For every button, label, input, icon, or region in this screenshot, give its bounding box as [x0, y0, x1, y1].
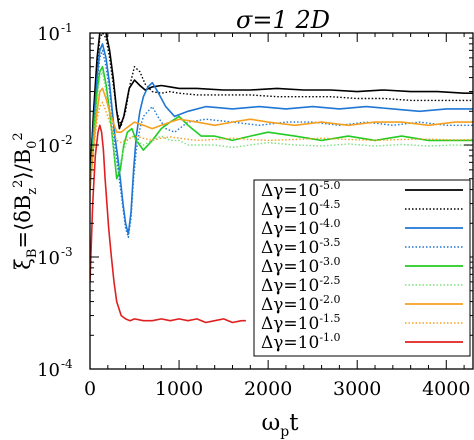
- legend-label-8: Δγ=10-1.5: [261, 312, 341, 334]
- y-tick-exponent: -4: [61, 357, 73, 371]
- series-layer: [90, 33, 473, 324]
- series-line-8: [90, 101, 473, 190]
- legend: Δγ=10-5.0Δγ=10-4.5Δγ=10-4.0Δγ=10-3.5Δγ=1…: [253, 179, 471, 357]
- series-line-7: [90, 87, 473, 190]
- y-tick-label: 10: [37, 360, 60, 381]
- x-tick-label: 1000: [155, 378, 203, 400]
- y-tick-exponent: -3: [61, 245, 73, 259]
- series-line-3: [90, 43, 473, 235]
- x-axis-label: ωpt: [262, 410, 300, 440]
- chart-title: σ=1 2D: [236, 6, 330, 34]
- x-tick-label: 3000: [333, 378, 381, 400]
- series-line-5: [90, 65, 473, 190]
- series-line-1: [90, 33, 473, 179]
- y-tick-label: 10: [37, 24, 60, 45]
- y-tick-label: 10: [37, 136, 60, 157]
- y-tick-exponent: -1: [61, 21, 73, 35]
- legend-label-5: Δγ=10-3.0: [261, 255, 341, 277]
- y-axis-label: ξB=⟨δBz2⟩/B02: [11, 132, 40, 269]
- series-line-4: [90, 49, 473, 239]
- series-line-2: [90, 33, 473, 179]
- series-line-9: [90, 124, 246, 324]
- plot-frame: [89, 32, 474, 370]
- legend-label-6: Δγ=10-2.5: [261, 274, 341, 296]
- legend-label-4: Δγ=10-3.5: [261, 236, 341, 258]
- legend-label-3: Δγ=10-4.0: [261, 217, 341, 239]
- y-tick-exponent: -2: [61, 133, 73, 147]
- x-tick-label: 4000: [422, 378, 470, 400]
- legend-label-9: Δγ=10-1.0: [261, 331, 341, 353]
- y-tick-label: 10: [37, 248, 60, 269]
- legend-label-2: Δγ=10-4.5: [261, 198, 341, 220]
- x-tick-label: 0: [84, 378, 96, 400]
- x-tick-label: 2000: [244, 378, 292, 400]
- legend-label-1: Δγ=10-5.0: [261, 179, 341, 201]
- legend-label-7: Δγ=10-2.0: [261, 293, 341, 315]
